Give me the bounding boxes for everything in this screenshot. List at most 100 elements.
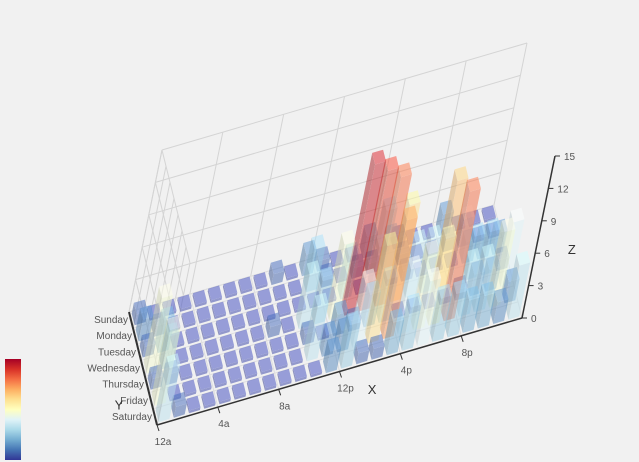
bar-saturday-10p[interactable] — [490, 287, 509, 324]
axis-labels-group: 12a 4a 8a 12p 4p 8p Saturday Friday Thursday Wedn… — [87, 152, 576, 448]
bar-saturday-2p[interactable] — [368, 334, 385, 360]
bar-sunday-7a[interactable] — [238, 276, 253, 295]
side-wall-gridline — [161, 149, 191, 264]
bar-friday-4a[interactable] — [212, 370, 227, 389]
bar-monday-8a[interactable] — [257, 288, 272, 306]
bar-tuesday-9a[interactable] — [276, 299, 291, 318]
y-tick-label: Sunday — [94, 315, 128, 326]
x-tick-mark — [399, 353, 403, 360]
back-wall-vertical-gridline — [250, 114, 285, 277]
bar-wednesday-6a[interactable] — [234, 329, 250, 347]
bar-thursday-5a[interactable] — [223, 350, 239, 368]
bar-wednesday-12p[interactable] — [326, 229, 356, 321]
bar-saturday-5p[interactable] — [414, 266, 442, 347]
bar-saturday-2a[interactable] — [186, 395, 201, 414]
bar-wednesday-12a[interactable] — [143, 283, 173, 374]
bar-thursday-6a[interactable] — [238, 345, 254, 364]
x-tick-label: 8a — [279, 401, 291, 412]
side-wall-gridline — [154, 182, 184, 296]
bar-saturday-1p[interactable] — [353, 338, 370, 365]
z-axis-name: Z — [568, 242, 576, 257]
bar-friday-3p[interactable] — [379, 205, 418, 340]
y-tick-label: Thursday — [102, 380, 144, 391]
z-tick-label: 9 — [551, 217, 557, 228]
bar-tuesday-7a[interactable] — [246, 308, 261, 327]
bar-saturday-11a[interactable] — [323, 336, 342, 374]
bar-saturday-10a[interactable] — [307, 360, 323, 378]
bar-saturday-3p[interactable] — [383, 308, 405, 356]
bar-friday-2a[interactable] — [182, 379, 197, 398]
bar-wednesday-9a[interactable] — [280, 316, 295, 334]
bar-saturday-6a[interactable] — [246, 377, 262, 396]
bar-friday-10a[interactable] — [303, 292, 329, 362]
bar-saturday-8a[interactable] — [277, 368, 292, 387]
x-axis-name: X — [368, 382, 377, 397]
bar-friday-5a[interactable] — [227, 366, 243, 384]
z-tick-label: 0 — [531, 314, 537, 325]
bar-saturday-11p[interactable] — [505, 250, 531, 320]
bar-sunday-10a[interactable] — [283, 263, 299, 281]
bar-saturday-6p[interactable] — [429, 283, 453, 342]
bar-wednesday-3a[interactable] — [189, 342, 204, 361]
bar-monday-9a[interactable] — [272, 283, 287, 302]
bar-sunday-8a[interactable] — [253, 272, 268, 290]
bar-tuesday-5a[interactable] — [215, 317, 231, 336]
x-tick-label: 8p — [462, 348, 474, 359]
bar-wednesday-4a[interactable] — [204, 338, 219, 356]
bar-wednesday-5a[interactable] — [219, 333, 235, 352]
x-tick-mark — [217, 407, 221, 414]
bar-friday-2p[interactable] — [364, 231, 399, 344]
axes-group — [128, 155, 560, 432]
bar-saturday-9p[interactable] — [475, 281, 496, 329]
bar-saturday-4p[interactable] — [399, 292, 422, 351]
visual-map-gradient[interactable] — [5, 359, 21, 460]
bar-thursday-3a[interactable] — [193, 358, 208, 377]
bar-monday-7a[interactable] — [242, 292, 257, 311]
bar-thursday-4a[interactable] — [208, 354, 223, 373]
y-tick-label: Saturday — [112, 412, 152, 423]
side-wall-vertical-gridline — [132, 166, 167, 329]
x-tick-mark — [460, 335, 464, 342]
bar-saturday-4a[interactable] — [216, 386, 231, 405]
bar-sunday-9a[interactable] — [268, 259, 285, 286]
bar-monday-6a[interactable] — [226, 297, 242, 315]
x-tick-label: 4a — [218, 419, 230, 430]
bar-saturday-3a[interactable] — [201, 391, 216, 409]
bar-sunday-5a[interactable] — [207, 285, 223, 303]
z-tick-label: 12 — [557, 184, 569, 195]
bar-monday-5a[interactable] — [211, 301, 227, 320]
y-axis-line — [128, 311, 158, 426]
bar-wednesday-7a[interactable] — [250, 324, 265, 343]
bar-friday-7a[interactable] — [258, 357, 273, 375]
bar-saturday-7a[interactable] — [262, 373, 277, 391]
bar-tuesday-6a[interactable] — [230, 313, 246, 331]
x-tick-label: 12a — [155, 437, 172, 448]
bar-friday-6a[interactable] — [242, 361, 258, 380]
bar-monday-10a[interactable] — [287, 279, 303, 297]
bar-sunday-4a[interactable] — [192, 289, 207, 308]
bar-friday-8a[interactable] — [273, 352, 288, 371]
bar-thursday-7a[interactable] — [254, 341, 269, 359]
bar-wednesday-10a[interactable] — [295, 260, 321, 330]
bar-saturday-8p[interactable] — [459, 285, 481, 333]
bar-thursday-2a[interactable] — [178, 363, 193, 381]
bar-wednesday-8a[interactable] — [265, 312, 282, 338]
bar-friday-9a[interactable] — [288, 348, 303, 366]
visual-map-legend[interactable] — [5, 359, 21, 460]
bar-monday-3a[interactable] — [181, 310, 196, 329]
bar-thursday-9a[interactable] — [284, 332, 299, 350]
bar-saturday-12p[interactable] — [338, 310, 361, 369]
bar-monday-4a[interactable] — [196, 306, 211, 324]
bar-friday-3a[interactable] — [197, 375, 212, 393]
bar-saturday-9a[interactable] — [292, 364, 307, 383]
bar-saturday-12a[interactable] — [155, 353, 181, 423]
bar-thursday-8a[interactable] — [269, 336, 284, 355]
bar-sunday-6a[interactable] — [222, 281, 238, 299]
bar-wednesday-1p[interactable] — [341, 149, 386, 316]
bar-tuesday-4a[interactable] — [200, 322, 215, 340]
bar-sunday-3a[interactable] — [177, 294, 192, 312]
z-tick-label: 6 — [544, 249, 550, 260]
bar-tuesday-3a[interactable] — [185, 326, 200, 345]
bar-saturday-7p[interactable] — [444, 279, 468, 338]
bar-saturday-5a[interactable] — [231, 382, 247, 400]
